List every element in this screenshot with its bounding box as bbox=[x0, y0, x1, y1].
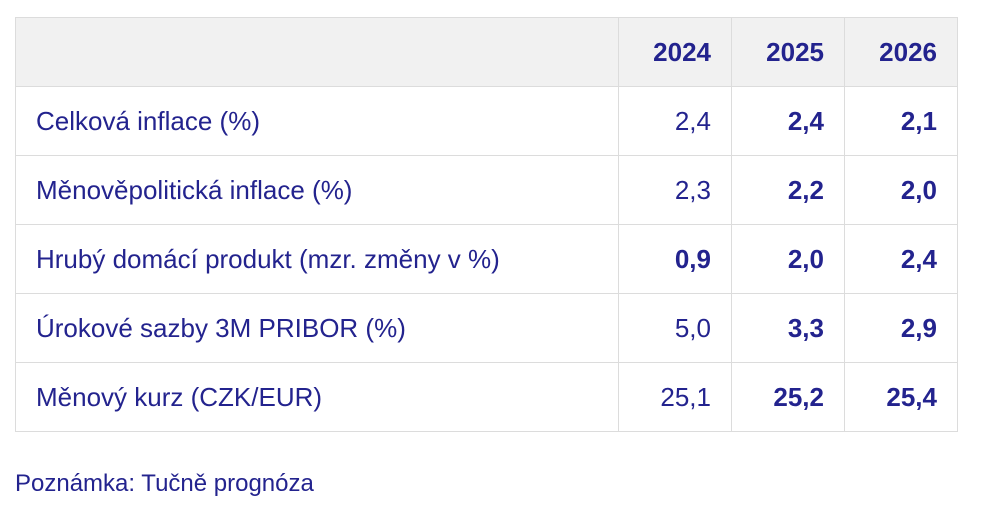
value-cell: 2,9 bbox=[844, 293, 958, 363]
table-body: Celková inflace (%) 2,4 2,4 2,1 Měnověpoliti… bbox=[15, 86, 958, 432]
table-row: Úrokové sazby 3M PRIBOR (%) 5,0 3,3 2,9 bbox=[15, 293, 958, 363]
value-cell: 2,4 bbox=[844, 224, 958, 294]
table-row: Celková inflace (%) 2,4 2,4 2,1 bbox=[15, 86, 958, 156]
value-cell: 2,4 bbox=[731, 86, 845, 156]
value-cell: 2,1 bbox=[844, 86, 958, 156]
table-row: Měnový kurz (CZK/EUR) 25,1 25,2 25,4 bbox=[15, 362, 958, 432]
value-cell: 2,3 bbox=[618, 155, 732, 225]
table-row: Hrubý domácí produkt (mzr. změny v %) 0,9… bbox=[15, 224, 958, 294]
row-label: Měnový kurz (CZK/EUR) bbox=[15, 362, 619, 432]
value-cell: 3,3 bbox=[731, 293, 845, 363]
value-cell: 2,0 bbox=[731, 224, 845, 294]
table-row: Měnověpolitická inflace (%) 2,3 2,2 2,0 bbox=[15, 155, 958, 225]
column-header: 2024 bbox=[618, 17, 732, 87]
row-label: Úrokové sazby 3M PRIBOR (%) bbox=[15, 293, 619, 363]
value-cell: 25,4 bbox=[844, 362, 958, 432]
value-cell: 25,2 bbox=[731, 362, 845, 432]
value-cell: 2,0 bbox=[844, 155, 958, 225]
row-label: Měnověpolitická inflace (%) bbox=[15, 155, 619, 225]
header-row: 2024 2025 2026 bbox=[15, 17, 958, 87]
value-cell: 2,4 bbox=[618, 86, 732, 156]
row-label: Hrubý domácí produkt (mzr. změny v %) bbox=[15, 224, 619, 294]
value-cell: 2,2 bbox=[731, 155, 845, 225]
value-cell: 25,1 bbox=[618, 362, 732, 432]
header-blank bbox=[15, 17, 619, 87]
forecast-table: 2024 2025 2026 Celková inflace (%) 2,4 2,4 2,… bbox=[15, 17, 958, 432]
row-label: Celková inflace (%) bbox=[15, 86, 619, 156]
column-header: 2026 bbox=[844, 17, 958, 87]
value-cell: 5,0 bbox=[618, 293, 732, 363]
note: Poznámka: Tučně prognóza bbox=[15, 470, 314, 497]
column-header: 2025 bbox=[731, 17, 845, 87]
value-cell: 0,9 bbox=[618, 224, 732, 294]
